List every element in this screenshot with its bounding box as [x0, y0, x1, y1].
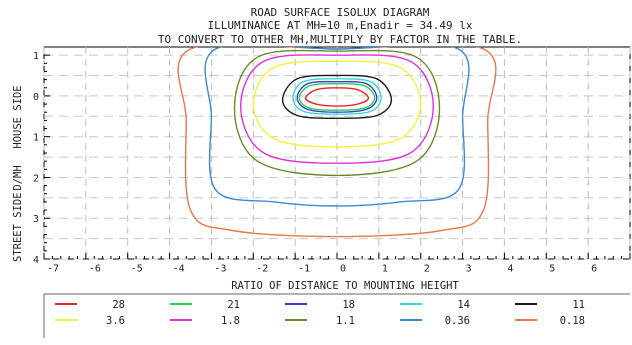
legend-label: 0.18	[560, 315, 585, 327]
x-tick-label: -5	[131, 263, 143, 274]
x-tick-label: -4	[173, 263, 185, 274]
legend: 28 21 18 14 11 3.6 1.8 1.1 0.36 0.18	[55, 299, 585, 327]
legend-label: 3.6	[106, 315, 125, 327]
legend-label: 0.36	[445, 315, 470, 327]
isolux-curve-1-1	[233, 49, 441, 177]
x-tick-label: 2	[424, 263, 430, 274]
y-axis-label-house: HOUSE SIDE	[12, 85, 24, 148]
y-tick-label: 1	[33, 51, 39, 62]
isolux-curve-11	[281, 74, 393, 120]
isolux-curves	[177, 47, 497, 238]
y-tick-label: 1	[33, 133, 39, 144]
isolux-curve-0-18	[177, 47, 497, 238]
x-tick-labels: -7 -6 -5 -4 -3 -2 -1 0 1 2 3 4 5 6	[47, 263, 597, 274]
x-tick-label: 3	[466, 263, 472, 274]
y-tick-label: 0	[33, 92, 39, 103]
y-tick-label: 2	[33, 173, 39, 184]
isolux-curve-0-36	[204, 47, 470, 207]
legend-label: 1.1	[336, 315, 355, 327]
x-tick-label: -6	[89, 263, 101, 274]
isolux-curve-21	[298, 82, 376, 111]
x-tick-label: -3	[214, 263, 226, 274]
legend-label: 28	[112, 299, 125, 311]
y-tick-labels: 1 0 1 2 3 4	[33, 51, 39, 266]
x-tick-label: 5	[549, 263, 555, 274]
legend-label: 14	[457, 299, 470, 311]
chart-title: ROAD SURFACE ISOLUX DIAGRAM	[251, 6, 430, 19]
x-tick-label: 6	[591, 263, 597, 274]
grid	[43, 47, 631, 260]
legend-label: 11	[572, 299, 585, 311]
y-axis-label-dmh: D/MH	[12, 165, 24, 190]
y-tick-label: 4	[33, 255, 39, 266]
x-tick-label: 4	[507, 263, 513, 274]
isolux-curve-28	[304, 87, 370, 107]
legend-label: 1.8	[221, 315, 240, 327]
x-tick-label: 1	[382, 263, 388, 274]
isolux-curve-14	[292, 78, 382, 116]
y-tick-label: 3	[33, 214, 39, 225]
y-axis-label-street: STREET SIDE	[12, 192, 24, 262]
x-tick-label: -7	[47, 263, 59, 274]
chart-subtitle-2: TO CONVERT TO OTHER MH,MULTIPLY BY FACTO…	[158, 33, 522, 46]
isolux-curve-1-8	[239, 54, 435, 164]
legend-label: 21	[227, 299, 240, 311]
x-tick-label: 0	[340, 263, 346, 274]
x-axis-label: RATIO OF DISTANCE TO MOUNTING HEIGHT	[231, 280, 459, 292]
x-tick-label: -1	[298, 263, 310, 274]
legend-label: 18	[342, 299, 355, 311]
chart-subtitle-1: ILLUMINANCE AT MH=10 m,Enadir = 34.49 lx	[208, 19, 473, 32]
x-tick-label: -2	[256, 263, 268, 274]
isolux-curve-18	[296, 80, 378, 113]
isolux-curve-3-6	[252, 60, 422, 148]
axis-ticks	[43, 54, 631, 260]
